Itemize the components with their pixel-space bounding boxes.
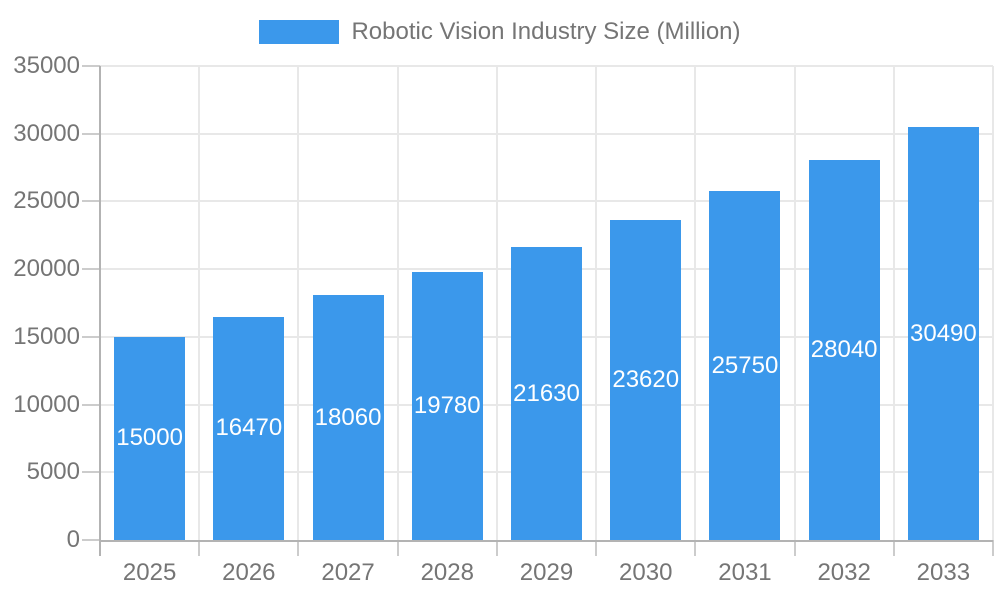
bar[interactable]: 15000 — [114, 336, 186, 540]
x-axis-label: 2027 — [321, 559, 375, 586]
x-axis-label: 2033 — [916, 559, 971, 586]
y-axis-label: 5000 — [26, 458, 80, 486]
x-tick-mark — [495, 540, 498, 556]
v-gridline — [396, 66, 399, 540]
h-gridline — [100, 200, 993, 203]
bar-value-label: 18060 — [314, 403, 382, 431]
y-tick-mark — [82, 268, 100, 271]
x-tick-mark — [694, 540, 697, 556]
y-tick-mark — [82, 539, 100, 541]
y-axis-line — [99, 66, 101, 556]
bar-value-label: 16470 — [215, 414, 283, 442]
x-axis: 2025 2026 2027 2028 2029 2030 2031 2032 2033 — [100, 559, 993, 589]
y-tick-mark — [82, 335, 100, 338]
y-tick-mark — [82, 65, 100, 67]
v-gridline — [892, 66, 895, 540]
h-gridline — [100, 65, 993, 67]
bar[interactable]: 18060 — [312, 295, 384, 540]
v-gridline — [198, 66, 201, 540]
h-gridline — [100, 132, 993, 135]
x-tick-mark — [793, 540, 796, 556]
bar-value-label: 15000 — [116, 424, 183, 452]
bar[interactable]: 23620 — [610, 220, 682, 540]
y-tick-mark — [82, 200, 100, 203]
x-axis-label: 2031 — [718, 559, 772, 586]
bar[interactable]: 21630 — [511, 247, 582, 540]
v-gridline — [495, 66, 498, 540]
legend-swatch-icon — [259, 20, 340, 44]
x-axis-label: 2028 — [420, 559, 474, 586]
x-axis-label: 2032 — [817, 559, 871, 586]
v-gridline — [992, 66, 994, 540]
v-gridline — [694, 66, 697, 540]
y-axis-label: 35000 — [13, 52, 80, 79]
x-axis-label: 2030 — [619, 559, 673, 586]
bar[interactable]: 19780 — [411, 272, 483, 540]
y-axis-label: 30000 — [13, 119, 80, 147]
x-axis-label: 2026 — [222, 559, 276, 586]
legend[interactable]: Robotic Vision Industry Size (Million) — [0, 20, 1000, 44]
bar[interactable]: 16470 — [213, 316, 285, 540]
x-axis-line — [100, 540, 993, 542]
bar-value-label: 23620 — [612, 366, 680, 394]
bar[interactable]: 25750 — [709, 191, 781, 540]
y-axis-label: 10000 — [13, 390, 80, 418]
bar[interactable]: 28040 — [808, 160, 880, 540]
y-axis-label: 15000 — [13, 322, 80, 350]
y-axis-label: 25000 — [13, 187, 80, 215]
x-tick-mark — [297, 540, 300, 556]
x-tick-mark — [992, 540, 994, 556]
x-axis-label: 2025 — [122, 559, 177, 586]
y-axis-label: 20000 — [13, 255, 80, 283]
bar-value-label: 19780 — [413, 392, 481, 420]
bar-value-label: 28040 — [810, 336, 878, 364]
y-axis: 0 5000 10000 15000 20000 25000 30000 35000 — [0, 52, 80, 553]
bar-value-label: 30490 — [910, 319, 977, 347]
y-tick-mark — [82, 403, 100, 406]
legend-label: Robotic Vision Industry Size (Million) — [351, 18, 741, 45]
x-axis-label: 2029 — [519, 559, 574, 586]
x-tick-mark — [396, 540, 399, 556]
y-tick-mark — [82, 132, 100, 135]
plot-area: 15000 16470 18060 19780 21630 23620 25750 28040… — [82, 65, 994, 556]
bar-value-label: 21630 — [513, 379, 580, 407]
bar[interactable]: 30490 — [907, 127, 979, 540]
y-axis-label: 0 — [66, 526, 80, 553]
x-tick-mark — [198, 540, 201, 556]
x-tick-mark — [892, 540, 895, 556]
v-gridline — [793, 66, 796, 540]
x-tick-mark — [595, 540, 598, 556]
v-gridline — [297, 66, 300, 540]
y-tick-mark — [82, 471, 100, 474]
v-gridline — [595, 66, 598, 540]
bar-value-label: 25750 — [711, 351, 779, 379]
